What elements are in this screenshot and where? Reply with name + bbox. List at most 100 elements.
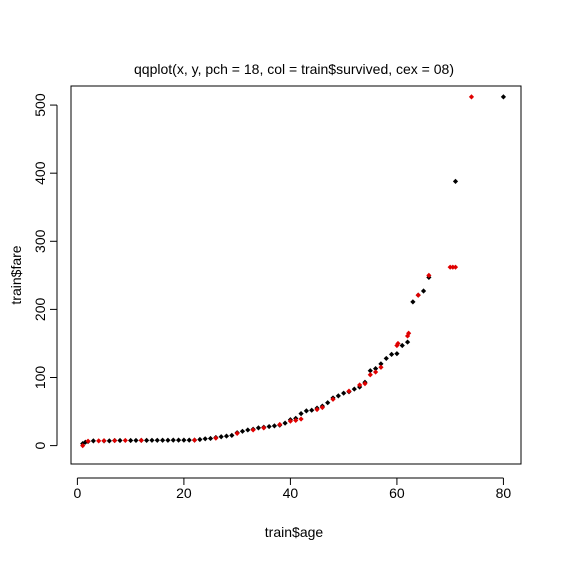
x-tick-label: 0 (73, 485, 81, 501)
data-point (420, 288, 427, 294)
data-point (82, 439, 88, 445)
data-point (223, 433, 230, 439)
x-axis: 0 20 40 60 80 (73, 477, 512, 501)
data-point (234, 430, 240, 436)
data-point (404, 339, 411, 345)
data-point (239, 428, 246, 434)
data-point (90, 438, 96, 444)
data-point (213, 435, 219, 441)
y-tick-label: 400 (32, 161, 48, 185)
data-point (117, 437, 123, 444)
data-point (395, 340, 401, 347)
y-axis-label: train$fare (8, 245, 24, 304)
x-tick-label: 60 (389, 485, 405, 501)
data-point (207, 435, 214, 442)
data-point (452, 264, 459, 270)
data-point (415, 292, 421, 298)
y-tick-label: 0 (32, 442, 48, 450)
y-axis: 0 100 200 300 400 500 (32, 93, 58, 450)
data-point (159, 437, 166, 443)
data-point (341, 390, 347, 396)
data-point (293, 417, 299, 424)
data-point (271, 423, 278, 429)
data-point (394, 351, 400, 357)
data-point (406, 330, 412, 336)
data-point (357, 382, 363, 388)
data-point (154, 437, 160, 443)
data-point (191, 437, 198, 443)
data-point (500, 94, 507, 100)
data-point (80, 443, 86, 449)
data-point (197, 436, 203, 443)
data-point (96, 438, 102, 444)
data-point (122, 437, 128, 444)
data-point (362, 381, 368, 387)
data-point (101, 438, 107, 444)
data-point (175, 437, 182, 443)
data-point (245, 427, 251, 433)
y-tick-label: 300 (32, 229, 48, 253)
data-point (394, 342, 400, 349)
data-point (261, 425, 267, 431)
data-point (106, 438, 112, 444)
data-point (282, 420, 288, 426)
data-point (229, 432, 235, 438)
data-point (367, 368, 373, 374)
y-tick-label: 500 (32, 93, 48, 117)
data-point (298, 416, 304, 422)
data-point (170, 437, 176, 443)
data-point (138, 437, 144, 443)
data-point (277, 421, 283, 428)
data-point (373, 366, 379, 372)
data-point (144, 437, 150, 443)
data-point (133, 437, 139, 444)
data-point (298, 411, 304, 417)
data-point (149, 437, 155, 443)
data-point (378, 361, 384, 367)
data-point (426, 272, 432, 278)
data-point (218, 434, 224, 440)
chart-title: qqplot(x, y, pch = 18, col = train$survi… (134, 61, 454, 77)
data-point (447, 264, 453, 270)
x-axis-label: train$age (265, 524, 324, 540)
data-point (303, 408, 309, 414)
x-tick-label: 80 (496, 485, 512, 501)
data-point (346, 388, 352, 394)
data-point (450, 264, 456, 270)
data-point (351, 386, 357, 392)
data-point (112, 437, 118, 444)
data-point (325, 400, 331, 406)
data-point (202, 436, 208, 442)
data-point (373, 369, 379, 375)
data-point (287, 418, 294, 424)
data-point (255, 425, 262, 431)
data-point (410, 299, 416, 305)
data-point (388, 351, 395, 357)
data-point (181, 437, 187, 443)
data-point (128, 437, 134, 444)
data-point (309, 407, 315, 413)
data-point (335, 393, 341, 399)
x-tick-label: 40 (283, 485, 299, 501)
data-point (330, 396, 336, 402)
data-point (367, 372, 373, 378)
x-tick-label: 20 (176, 485, 192, 501)
data-point (399, 342, 405, 349)
plot-frame (70, 85, 522, 465)
data-point (468, 94, 475, 100)
data-point (378, 364, 384, 370)
data-point (186, 437, 192, 443)
data-point (314, 406, 320, 413)
data-point (266, 423, 272, 430)
data-point (250, 427, 256, 433)
points-layer (80, 94, 507, 449)
data-point (319, 404, 325, 411)
data-point (383, 355, 389, 362)
y-tick-label: 100 (32, 366, 48, 390)
y-tick-label: 200 (32, 298, 48, 322)
data-point (85, 438, 91, 444)
data-point (165, 437, 171, 443)
data-point (452, 178, 459, 184)
